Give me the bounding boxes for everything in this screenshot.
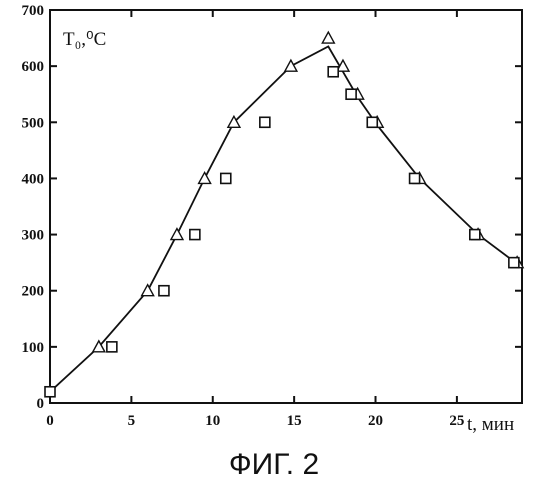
triangle-point [142,285,154,296]
y-tick-label: 400 [22,171,45,187]
x-tick-label: 5 [128,413,136,429]
triangle-point [322,32,334,43]
y-tick-label: 200 [22,284,45,300]
x-tick-label: 20 [368,413,383,429]
triangle-point [285,60,297,71]
chart-area: 0100200300400500600700 0510152025 T₀,⁰C … [0,0,548,440]
x-tick-label: 15 [287,413,302,429]
fit-curve [50,47,517,392]
figure-caption: ФИГ. 2 [0,448,548,482]
y-tick-label: 500 [22,115,45,131]
y-tick-label: 700 [22,3,45,19]
square-point [328,67,338,77]
x-tick-label: 25 [449,413,464,429]
triangle-point [171,229,183,240]
data-marks [45,32,523,397]
square-point [190,230,200,240]
y-tick-label: 300 [22,228,45,244]
square-point [509,258,519,268]
x-axis-label: t, мин [467,414,514,435]
square-point [346,89,356,99]
square-point [221,173,231,183]
square-point [367,117,377,127]
x-axis-ticks: 0 5 10 15 20 25 [46,10,464,429]
square-point [470,230,480,240]
square-point [260,117,270,127]
square-point [45,387,55,397]
square-point [159,286,169,296]
triangle-point [199,172,211,183]
y-tick-label: 600 [22,59,45,75]
square-point [410,173,420,183]
square-point [107,342,117,352]
y-axis-label: T₀,⁰C [63,29,106,50]
x-tick-label: 10 [205,413,220,429]
y-tick-label: 0 [37,396,45,412]
y-tick-label: 100 [22,340,45,356]
x-tick-label: 0 [46,413,54,429]
